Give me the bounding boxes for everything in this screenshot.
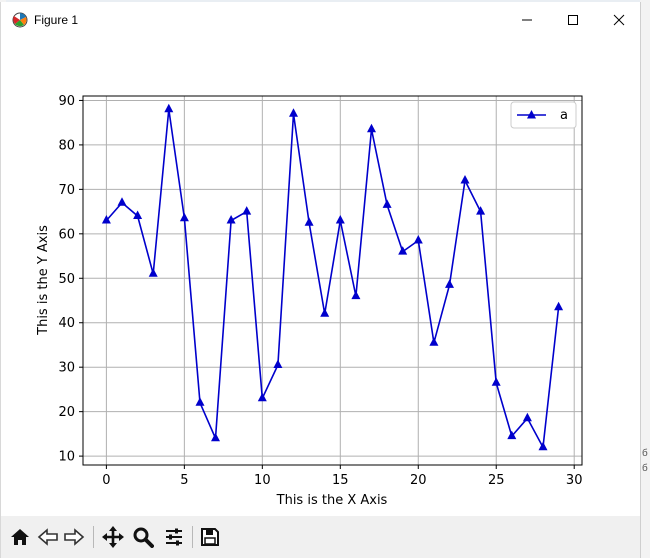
save-icon — [201, 528, 219, 546]
y-tick-label: 20 — [58, 405, 75, 420]
forward-icon — [64, 528, 85, 546]
configure-icon — [166, 528, 182, 546]
series-a-line — [105, 109, 560, 450]
legend-marker-swatch — [527, 110, 536, 119]
x-axis-ticks: 0 5 10 15 20 25 30 — [102, 465, 582, 488]
x-axis-label: This is the X Axis — [276, 493, 388, 508]
forward-button[interactable] — [61, 524, 87, 550]
data-point-marker — [242, 206, 252, 215]
data-point-marker — [195, 397, 205, 406]
maximize-icon — [568, 15, 578, 25]
x-tick-label: 5 — [180, 473, 188, 488]
pan-button[interactable] — [100, 524, 126, 550]
window-title: Figure 1 — [34, 13, 79, 27]
data-point-marker — [304, 217, 314, 226]
data-point-marker — [179, 212, 189, 222]
home-icon — [11, 529, 29, 545]
minimize-button[interactable] — [505, 6, 549, 34]
y-axis-label: This is the Y Axis — [36, 225, 51, 336]
matplotlib-app-icon — [11, 11, 29, 29]
y-tick-label: 70 — [58, 183, 75, 198]
x-tick-label: 15 — [332, 473, 349, 488]
y-tick-label: 40 — [58, 316, 75, 331]
configure-subplots-button[interactable] — [161, 524, 187, 550]
x-tick-label: 30 — [566, 473, 583, 488]
data-point-marker — [429, 337, 439, 346]
zoom-button[interactable] — [130, 524, 156, 550]
data-point-marker — [211, 432, 220, 442]
y-tick-label: 80 — [58, 138, 75, 153]
series-a-markers — [101, 103, 564, 451]
background-text-fragment-2: б — [642, 463, 648, 474]
close-button[interactable] — [597, 6, 641, 34]
data-point-marker — [476, 206, 486, 215]
save-button[interactable] — [197, 524, 223, 550]
data-point-marker — [273, 359, 283, 368]
minimize-icon — [522, 19, 532, 21]
back-icon — [37, 528, 58, 546]
data-point-marker — [117, 197, 127, 206]
x-tick-label: 25 — [488, 473, 505, 488]
data-point-marker — [398, 246, 408, 255]
data-point-marker — [164, 103, 174, 113]
figure-canvas[interactable]: 0 5 10 15 20 25 30 10 20 30 40 50 60 70 80 90 This is … — [1, 38, 640, 518]
data-point-marker — [257, 392, 267, 402]
data-point-marker — [413, 235, 423, 244]
back-button[interactable] — [35, 524, 61, 550]
data-point-marker — [554, 301, 564, 311]
toolbar-separator — [192, 526, 193, 548]
plot-area-frame — [82, 95, 583, 466]
background-text-fragment-1: б — [642, 448, 648, 459]
y-tick-label: 90 — [58, 94, 75, 109]
grid-lines — [83, 96, 582, 465]
data-point-marker — [101, 215, 111, 224]
data-point-marker — [133, 210, 143, 219]
home-button[interactable] — [7, 524, 33, 550]
data-point-marker — [522, 412, 532, 422]
y-tick-label: 30 — [58, 361, 75, 376]
data-point-marker — [491, 377, 501, 386]
x-tick-label: 0 — [102, 473, 110, 488]
data-point-marker — [367, 123, 376, 133]
navigation-toolbar — [1, 516, 640, 558]
data-point-marker — [507, 430, 517, 440]
data-point-marker — [289, 108, 298, 117]
y-tick-label: 50 — [58, 272, 75, 287]
data-point-marker — [445, 279, 454, 288]
data-point-marker — [226, 215, 236, 224]
toolbar-separator — [93, 526, 94, 548]
title-bar[interactable]: Figure 1 — [1, 2, 640, 38]
background-window-edge — [640, 0, 650, 558]
close-icon — [613, 14, 625, 26]
data-point-marker — [335, 215, 345, 224]
y-tick-label: 10 — [58, 450, 75, 465]
data-point-marker — [460, 175, 470, 184]
y-axis-ticks: 10 20 30 40 50 60 70 80 90 — [58, 94, 83, 465]
zoom-icon — [133, 527, 154, 548]
data-point-marker — [148, 268, 158, 277]
data-point-marker — [351, 290, 361, 300]
maximize-button[interactable] — [551, 6, 595, 34]
y-tick-label: 60 — [58, 227, 75, 242]
legend: a — [510, 101, 577, 129]
x-tick-label: 20 — [410, 473, 427, 488]
pan-icon — [102, 526, 124, 548]
x-tick-label: 10 — [254, 473, 271, 488]
data-point-marker — [320, 308, 330, 317]
data-point-marker — [382, 199, 392, 208]
data-point-marker — [538, 441, 548, 451]
legend-label-a: a — [560, 108, 568, 123]
line-chart: 0 5 10 15 20 25 30 10 20 30 40 50 60 70 80 90 This is … — [36, 94, 583, 508]
